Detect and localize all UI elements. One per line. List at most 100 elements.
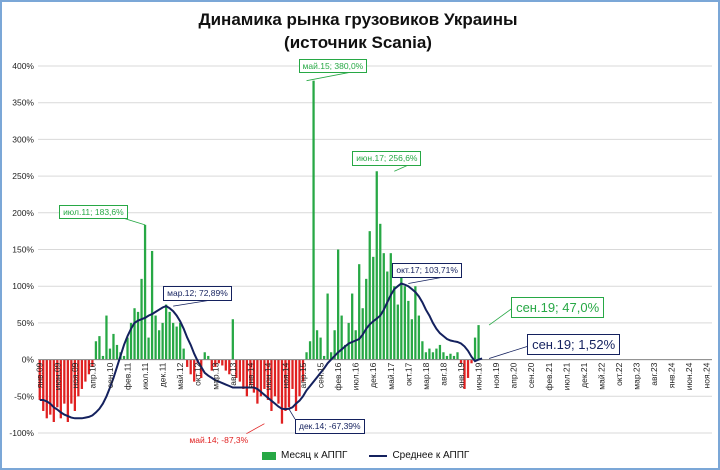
bar-month [473, 337, 477, 360]
chart-subtitle: (источник Scania) [284, 33, 432, 52]
bar-month [326, 293, 329, 360]
annotation-label: дек.14; -67,39% [294, 419, 365, 434]
annotation-label: май.15; 380,0% [298, 58, 368, 74]
annotation-leader [288, 408, 296, 420]
y-tick-label: 400% [12, 61, 34, 71]
bar-month [456, 352, 459, 360]
bar-month [291, 359, 294, 389]
bar-month [421, 341, 424, 360]
annotation-leader [488, 308, 512, 326]
x-tick-label: авг.13 [228, 362, 238, 385]
bar-month [133, 308, 136, 360]
bar-month [235, 359, 238, 378]
bar-month [315, 330, 319, 360]
x-tick-label: сен.15 [316, 362, 326, 388]
bar-month [477, 325, 480, 360]
x-tick-label: авг.23 [649, 362, 659, 385]
bar-month [435, 348, 438, 360]
bar-month [193, 359, 196, 382]
x-tick-label: дек.16 [368, 362, 378, 387]
bar-month [87, 359, 91, 375]
bar-month [224, 359, 227, 371]
bar-month [70, 359, 73, 404]
bar-month [466, 359, 470, 378]
bar-month [393, 286, 396, 360]
bar-month [266, 359, 270, 400]
bar-month [417, 315, 421, 360]
annotation-label: окт.17; 103,71% [392, 263, 462, 278]
bar-month [101, 355, 105, 360]
x-tick-label: июн.19 [474, 362, 484, 390]
bar-month [263, 359, 266, 389]
bar-month [284, 359, 287, 411]
annotation-label: мар.12; 72,89% [163, 286, 232, 301]
bar-month [108, 348, 112, 360]
y-tick-label: 50% [17, 318, 34, 328]
bar-month [372, 256, 375, 360]
bar-month [186, 359, 189, 367]
chart-legend: Месяц к АППГ Среднее к АППГ [262, 450, 469, 461]
bar-month [354, 330, 357, 360]
x-tick-label: мар.23 [632, 362, 642, 389]
bar-month [287, 359, 291, 408]
y-tick-label: 300% [12, 134, 34, 144]
bar-month [322, 355, 326, 360]
bar-month [231, 319, 234, 360]
bar-month [396, 304, 399, 360]
bar-month [463, 359, 466, 389]
y-tick-label: 250% [12, 171, 34, 181]
bar-month [294, 359, 298, 411]
bar-month [403, 286, 406, 360]
bar-month [382, 253, 385, 360]
x-tick-label: май.12 [175, 362, 185, 389]
bar-month [256, 359, 259, 404]
bar-month [112, 333, 115, 360]
bar-month [386, 271, 389, 360]
x-tick-label: июн.24 [684, 362, 694, 390]
bar-month [344, 344, 347, 360]
bar-month [407, 300, 410, 360]
bar-month [136, 311, 140, 360]
legend-label-bars: Месяц к АППГ [281, 450, 348, 461]
bar-month [358, 264, 361, 360]
line-average [39, 282, 483, 420]
y-tick-label: 150% [12, 245, 34, 255]
bar-month [442, 352, 445, 360]
bar-month [98, 336, 101, 360]
bar-month [49, 359, 52, 415]
bar-month [379, 223, 382, 360]
bar-month [105, 315, 108, 360]
annotation-leader [488, 346, 528, 359]
bar-month [238, 359, 241, 382]
bar-month [452, 355, 456, 360]
bar-month [424, 352, 428, 360]
bar-month [126, 337, 129, 360]
y-tick-label: 200% [12, 208, 34, 218]
x-tick-label: янв.14 [245, 362, 255, 388]
bar-month [470, 359, 473, 364]
bar-month [207, 355, 210, 360]
bar-month [189, 359, 192, 375]
legend-item-bars: Месяц к АППГ [262, 450, 347, 461]
annotation-label: июл.11; 183,6% [59, 204, 128, 220]
x-tick-label: апр.15 [298, 362, 308, 388]
x-tick-label: янв.24 [667, 362, 677, 388]
x-tick-label: май.17 [386, 362, 396, 389]
bar-month [400, 264, 403, 360]
x-tick-label: ноя.19 [491, 362, 501, 388]
bar-month [63, 359, 66, 404]
bar-month [319, 337, 322, 360]
bar-month [273, 359, 277, 397]
y-tick-label: -50% [14, 391, 34, 401]
bar-month [414, 286, 417, 360]
bar-month [449, 353, 452, 360]
annotation-label: сен.19; 47,0% [511, 297, 605, 319]
bar-month [301, 359, 305, 382]
x-tick-label: фев.16 [333, 362, 343, 390]
x-tick-label: сен.10 [105, 362, 115, 388]
bar-month [161, 322, 164, 360]
bar-month [56, 359, 59, 408]
bar-month [66, 359, 69, 422]
bar-month [147, 337, 150, 360]
